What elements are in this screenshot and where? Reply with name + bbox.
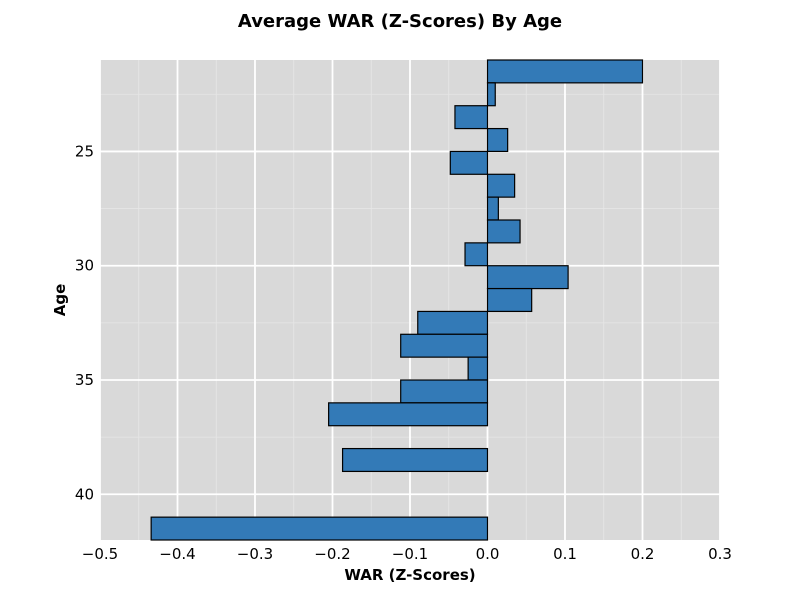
chart-title: Average WAR (Z-Scores) By Age — [238, 11, 562, 32]
bar-age-34 — [467, 356, 489, 381]
bar-age-33 — [400, 333, 489, 358]
x-tick-label: −0.4 — [159, 545, 195, 563]
y-tick-label: 35 — [75, 371, 94, 389]
bar-layer — [150, 59, 644, 541]
bar-age-41 — [150, 516, 489, 541]
y-tick-label: 40 — [75, 485, 94, 503]
x-tick-label: −0.3 — [237, 545, 273, 563]
bar-age-38 — [341, 447, 489, 473]
bar-age-22 — [486, 82, 496, 107]
x-tick-label: −0.2 — [314, 545, 350, 563]
bar-age-24 — [486, 127, 509, 153]
bar-age-32 — [417, 310, 489, 335]
bar-age-29 — [464, 242, 489, 267]
y-axis-label: Age — [51, 284, 69, 317]
bar-age-25 — [449, 150, 489, 175]
grid-layer — [99, 60, 721, 540]
x-tick-label: −0.5 — [82, 545, 118, 563]
y-tick-label: 25 — [75, 142, 94, 160]
tick-layer: −0.5 −0.4 −0.3 −0.2 −0.1 0.0 0.1 0.2 0.3 25 30 35 40 — [75, 142, 732, 563]
bar-age-30 — [486, 265, 569, 290]
bar-age-26 — [486, 173, 516, 198]
bar-age-27 — [486, 196, 499, 221]
bar-age-36 — [328, 402, 489, 427]
x-tick-label: 0.3 — [708, 545, 732, 563]
bar-age-23 — [454, 105, 489, 130]
x-axis-label: WAR (Z-Scores) — [344, 566, 475, 584]
x-tick-label: 0.2 — [631, 545, 655, 563]
y-tick-label: 30 — [75, 257, 94, 275]
x-tick-label: 0.0 — [476, 545, 500, 563]
x-tick-label: 0.1 — [553, 545, 577, 563]
bar-age-31 — [486, 287, 533, 313]
x-tick-label: −0.1 — [392, 545, 428, 563]
bar-age-21 — [486, 59, 644, 84]
bar-age-28 — [486, 219, 521, 244]
bar-age-35 — [400, 379, 489, 404]
